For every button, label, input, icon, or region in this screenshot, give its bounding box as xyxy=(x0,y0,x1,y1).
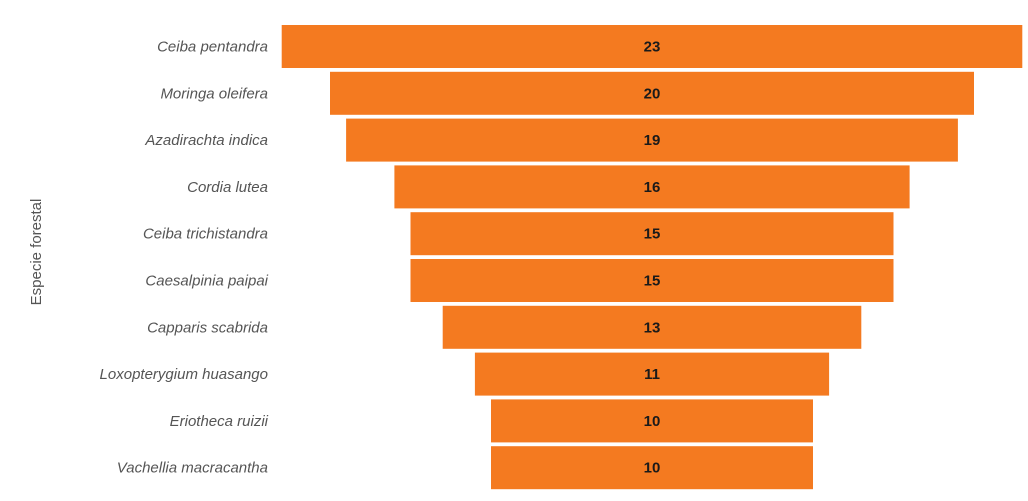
bar-loxopterygium-huasango xyxy=(474,352,830,396)
category-label: Loxopterygium huasango xyxy=(100,366,268,383)
value-label: 15 xyxy=(644,226,661,243)
bar-caesalpinia-paipai xyxy=(410,259,894,302)
value-label: 11 xyxy=(644,366,660,383)
value-label: 10 xyxy=(644,413,661,430)
value-label: 20 xyxy=(644,85,661,102)
category-label: Caesalpinia paipai xyxy=(145,273,268,290)
category-label: Capparis scabrida xyxy=(147,319,268,336)
bar-moringa-oleifera xyxy=(330,71,974,115)
bar-azadirachta-indica xyxy=(346,118,958,162)
bars-group xyxy=(281,25,1023,490)
bar-eriotheca-ruizii xyxy=(491,399,813,443)
category-label: Cordia lutea xyxy=(187,179,268,196)
category-label: Moringa oleifera xyxy=(160,85,268,102)
bar-capparis-scabrida xyxy=(442,305,862,349)
value-label: 15 xyxy=(644,273,661,290)
category-label: Ceiba trichistandra xyxy=(143,226,268,243)
category-label: Azadirachta indica xyxy=(144,132,268,149)
category-labels-group: Ceiba pentandra Moringa oleifera Azadirach… xyxy=(100,39,269,477)
category-label: Vachellia macracantha xyxy=(117,460,268,477)
value-label: 23 xyxy=(644,39,661,56)
bar-vachellia-macracantha xyxy=(491,446,813,490)
bar-ceiba-trichistandra xyxy=(410,212,894,256)
category-label: Eriotheca ruizii xyxy=(170,413,269,430)
bar-cordia-lutea xyxy=(394,165,910,209)
y-axis-title: Especie forestal xyxy=(28,199,45,306)
value-label: 10 xyxy=(644,460,661,477)
bar-ceiba-pentandra xyxy=(281,25,1023,68)
value-labels-group: 23 20 19 16 15 15 13 11 10 10 xyxy=(644,39,661,477)
value-label: 16 xyxy=(644,179,661,196)
value-label: 19 xyxy=(644,132,661,149)
category-label: Ceiba pentandra xyxy=(157,39,268,56)
value-label: 13 xyxy=(644,319,661,336)
